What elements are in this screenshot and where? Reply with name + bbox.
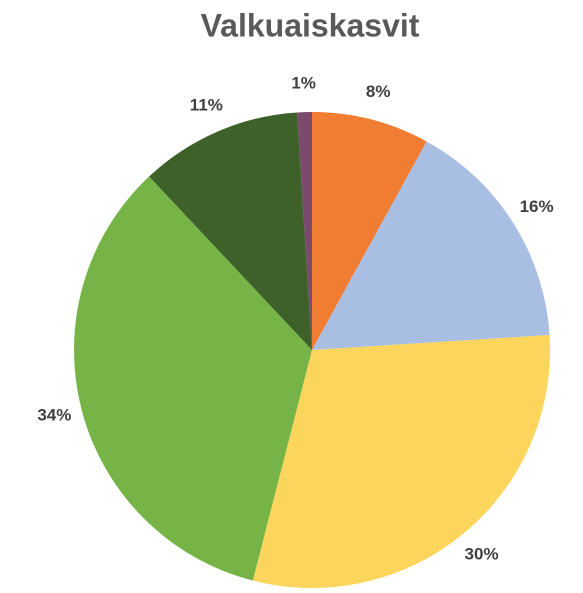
data-label: 16% xyxy=(520,197,554,216)
pie-slice xyxy=(74,176,312,581)
pie-slice xyxy=(149,112,312,350)
chart-title: Valkuaiskasvit xyxy=(201,7,420,43)
data-label: 34% xyxy=(37,406,71,425)
data-label: 30% xyxy=(465,544,499,563)
data-label: 8% xyxy=(366,82,391,101)
data-label: 1% xyxy=(291,74,316,93)
pie-slice xyxy=(297,112,312,350)
pie-slice xyxy=(312,141,550,350)
pie-slice xyxy=(252,335,550,588)
pie-slice xyxy=(312,112,427,350)
data-label: 11% xyxy=(190,95,223,114)
